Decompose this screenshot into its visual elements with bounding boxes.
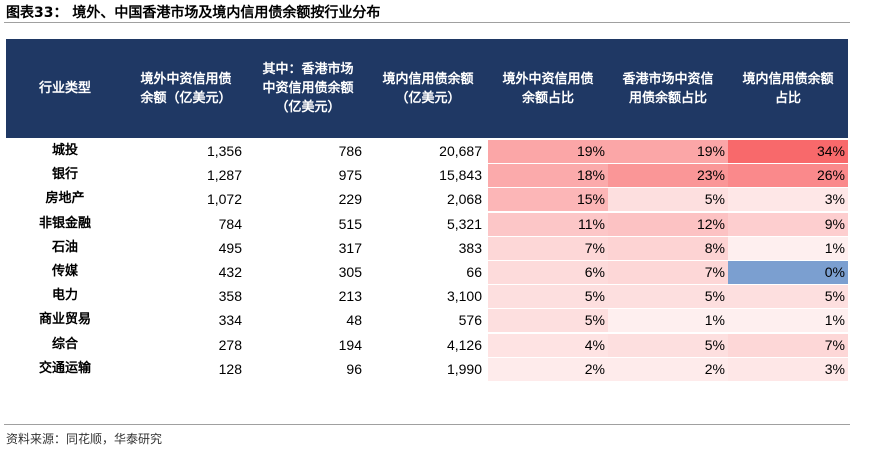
cell-share-offshore: 19% bbox=[488, 140, 608, 163]
cell-hk-balance: 96 bbox=[346, 361, 362, 377]
row-industry-label: 石油 bbox=[51, 240, 78, 255]
header-offshore-share: 境外中资信用债 余额占比 bbox=[502, 71, 594, 106]
cell-onshore-balance: 576 bbox=[458, 312, 482, 328]
cell-hk-balance: 515 bbox=[338, 216, 362, 232]
cell-hk-balance: 229 bbox=[338, 191, 362, 207]
cell-share-hk: 5% bbox=[608, 188, 728, 211]
cell-hk-balance: 317 bbox=[338, 240, 362, 256]
cell-share-onshore: 34% bbox=[728, 140, 848, 163]
header-hk-balance: 其中：香港市场 中资信用债余额 （亿美元） bbox=[262, 62, 354, 115]
cell-offshore-balance: 358 bbox=[218, 288, 242, 304]
header-industry: 行业类型 bbox=[38, 81, 91, 96]
cell-hk-balance: 48 bbox=[346, 312, 362, 328]
row-industry-label: 综合 bbox=[51, 337, 78, 352]
row-industry-label: 商业贸易 bbox=[38, 312, 91, 327]
cell-offshore-balance: 1,356 bbox=[206, 143, 242, 159]
cell-onshore-balance: 4,126 bbox=[446, 337, 482, 353]
cell-hk-balance: 305 bbox=[338, 264, 362, 280]
cell-onshore-balance: 383 bbox=[458, 240, 482, 256]
cell-share-offshore: 6% bbox=[488, 261, 608, 284]
cell-share-hk: 8% bbox=[608, 237, 728, 260]
cell-hk-balance: 975 bbox=[338, 167, 362, 183]
cell-share-offshore: 7% bbox=[488, 237, 608, 260]
cell-share-onshore: 1% bbox=[728, 237, 848, 260]
row-industry-label: 房地产 bbox=[45, 191, 85, 206]
row-industry-label: 电力 bbox=[51, 288, 78, 303]
cell-share-onshore: 3% bbox=[728, 358, 848, 381]
cell-share-offshore: 15% bbox=[488, 188, 608, 211]
cell-share-hk: 7% bbox=[608, 261, 728, 284]
cell-share-hk: 1% bbox=[608, 309, 728, 332]
cell-onshore-balance: 2,068 bbox=[446, 191, 482, 207]
cell-hk-balance: 194 bbox=[338, 337, 362, 353]
row-industry-label: 城投 bbox=[51, 143, 78, 158]
cell-offshore-balance: 334 bbox=[218, 312, 242, 328]
row-industry-label: 非银金融 bbox=[38, 216, 91, 231]
cell-offshore-balance: 495 bbox=[218, 240, 242, 256]
title-divider bbox=[4, 22, 850, 23]
cell-offshore-balance: 784 bbox=[218, 216, 242, 232]
source-note: 资料来源：同花顺，华泰研究 bbox=[6, 432, 163, 446]
figure-title: 图表33： 境外、中国香港市场及境内信用债余额按行业分布 bbox=[6, 5, 381, 21]
cell-share-onshore: 0% bbox=[728, 261, 848, 284]
cell-offshore-balance: 128 bbox=[218, 361, 242, 377]
cell-offshore-balance: 1,072 bbox=[206, 191, 242, 207]
row-industry-label: 传媒 bbox=[51, 264, 78, 279]
cell-share-offshore: 5% bbox=[488, 285, 608, 308]
cell-onshore-balance: 5,321 bbox=[446, 216, 482, 232]
cell-onshore-balance: 3,100 bbox=[446, 288, 482, 304]
cell-share-onshore: 5% bbox=[728, 285, 848, 308]
header-onshore-share: 境内信用债余额 占比 bbox=[742, 71, 834, 106]
cell-share-hk: 2% bbox=[608, 358, 728, 381]
cell-offshore-balance: 278 bbox=[218, 337, 242, 353]
cell-share-onshore: 26% bbox=[728, 164, 848, 187]
bottom-divider bbox=[4, 424, 850, 425]
row-industry-label: 银行 bbox=[51, 167, 78, 182]
cell-share-offshore: 4% bbox=[488, 334, 608, 357]
header-offshore-balance: 境外中资信用债 余额（亿美元） bbox=[140, 71, 232, 106]
cell-share-onshore: 3% bbox=[728, 188, 848, 211]
cell-share-onshore: 1% bbox=[728, 309, 848, 332]
cell-share-hk: 19% bbox=[608, 140, 728, 163]
cell-share-hk: 5% bbox=[608, 285, 728, 308]
header-hk-share: 香港市场中资信 用债余额占比 bbox=[622, 71, 714, 106]
cell-share-offshore: 2% bbox=[488, 358, 608, 381]
cell-offshore-balance: 432 bbox=[218, 264, 242, 280]
cell-share-offshore: 5% bbox=[488, 309, 608, 332]
cell-hk-balance: 786 bbox=[338, 143, 362, 159]
cell-onshore-balance: 1,990 bbox=[446, 361, 482, 377]
cell-onshore-balance: 66 bbox=[466, 264, 482, 280]
cell-offshore-balance: 1,287 bbox=[206, 167, 242, 183]
cell-share-hk: 23% bbox=[608, 164, 728, 187]
table-header bbox=[6, 39, 848, 138]
cell-share-hk: 12% bbox=[608, 213, 728, 236]
cell-share-offshore: 18% bbox=[488, 164, 608, 187]
cell-share-onshore: 9% bbox=[728, 213, 848, 236]
row-industry-label: 交通运输 bbox=[38, 361, 91, 376]
cell-hk-balance: 213 bbox=[338, 288, 362, 304]
header-onshore-balance: 境内信用债余额 （亿美元） bbox=[382, 71, 474, 106]
cell-share-offshore: 11% bbox=[488, 213, 608, 236]
cell-onshore-balance: 20,687 bbox=[439, 143, 482, 159]
cell-share-hk: 5% bbox=[608, 334, 728, 357]
cell-share-onshore: 7% bbox=[728, 334, 848, 357]
cell-onshore-balance: 15,843 bbox=[439, 167, 482, 183]
